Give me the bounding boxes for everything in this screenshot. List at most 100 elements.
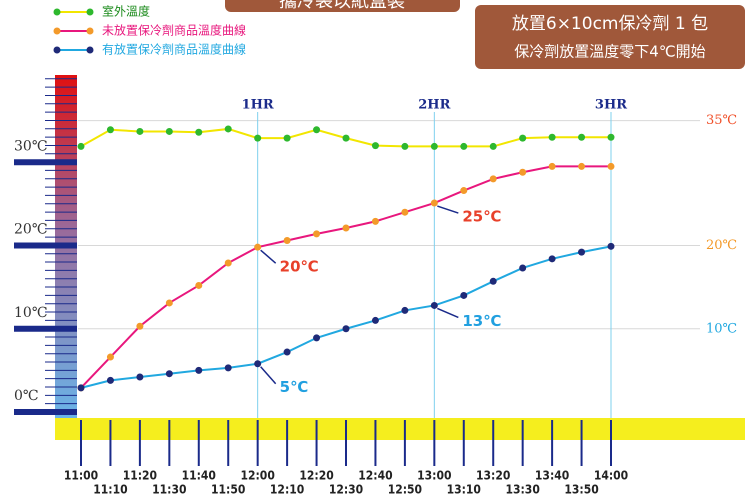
point [401, 208, 409, 216]
point [607, 133, 615, 141]
point [489, 277, 497, 285]
x-tick-label: 12:50 [388, 483, 422, 497]
x-tick-label: 14:00 [594, 469, 628, 483]
point [254, 134, 262, 142]
x-tick-label: 11:30 [152, 483, 186, 497]
x-tick-label: 13:50 [564, 483, 598, 497]
x-tick-label: 11:40 [182, 469, 216, 483]
legend-marker [53, 46, 61, 54]
point [224, 364, 232, 372]
x-tick-label: 11:00 [64, 469, 98, 483]
point [224, 125, 232, 133]
x-tick-label: 13:20 [476, 469, 510, 483]
point [283, 134, 291, 142]
point [460, 187, 468, 195]
legend-label: 未放置保冷劑商品溫度曲線 [102, 23, 246, 38]
guide-label: 20℃ [706, 238, 737, 253]
point [489, 142, 497, 150]
legend-marker [53, 8, 61, 16]
x-tick-label: 12:00 [240, 469, 274, 483]
point [548, 133, 556, 141]
point [578, 248, 586, 256]
series-line [80, 245, 612, 389]
hour-label: 1HR [242, 98, 274, 113]
legend-label: 室外溫度 [102, 4, 150, 19]
hour-label: 3HR [595, 98, 627, 113]
point [371, 316, 379, 324]
chart-title: 攜冷袋以紙盒裝 [279, 0, 405, 12]
x-tick-label: 13:40 [535, 469, 569, 483]
x-tick-label: 12:20 [299, 469, 333, 483]
x-tick-label: 13:00 [417, 469, 451, 483]
y-tick-bar [14, 159, 77, 166]
y-tick-label: 20℃ [14, 222, 47, 238]
point [77, 384, 85, 392]
annotation-leader [260, 249, 277, 264]
y-tick-label: 10℃ [14, 305, 47, 321]
annotation: 20℃ [280, 258, 319, 276]
point [254, 243, 262, 251]
point [401, 142, 409, 150]
annotation: 25℃ [462, 208, 501, 226]
point [548, 162, 556, 170]
point [371, 142, 379, 150]
legend-marker [86, 46, 94, 54]
point [195, 128, 203, 136]
note-line: 放置6×10cm保冷劑 1 包 [512, 14, 708, 34]
legend-label: 有放置保冷劑商品溫度曲線 [102, 42, 246, 57]
point [371, 217, 379, 225]
point [106, 353, 114, 361]
point [519, 168, 527, 176]
hour-label: 2HR [418, 98, 450, 113]
point [283, 348, 291, 356]
annotation-leader [437, 307, 459, 319]
point [578, 133, 586, 141]
point [519, 134, 527, 142]
point [430, 199, 438, 207]
point [489, 175, 497, 183]
point [313, 334, 321, 342]
y-tick-bar [14, 325, 77, 332]
point [165, 299, 173, 307]
point [136, 322, 144, 330]
x-tick-label: 11:10 [93, 483, 127, 497]
point [254, 360, 262, 368]
note-line: 保冷劑放置溫度零下4℃開始 [514, 43, 705, 61]
point [313, 126, 321, 134]
point [342, 224, 350, 232]
point [136, 127, 144, 135]
legend-marker [53, 27, 61, 35]
guide-label: 35℃ [706, 113, 737, 128]
point [106, 376, 114, 384]
point [430, 301, 438, 309]
point [165, 127, 173, 135]
guide-label: 10℃ [706, 321, 737, 336]
x-tick-label: 13:30 [505, 483, 539, 497]
point [401, 306, 409, 314]
annotation-leader [260, 366, 277, 385]
point [548, 255, 556, 263]
x-tick-label: 12:40 [358, 469, 392, 483]
y-tick-label: 30℃ [14, 138, 47, 154]
series-line [80, 165, 611, 389]
point [195, 366, 203, 374]
x-tick-label: 13:10 [447, 483, 481, 497]
point [607, 242, 615, 250]
legend-marker [86, 27, 94, 35]
point [342, 325, 350, 333]
point [607, 162, 615, 170]
point [460, 291, 468, 299]
time-band [55, 418, 745, 440]
y-tick-bar [14, 409, 77, 415]
y-tick-label: 0℃ [14, 388, 39, 404]
point [136, 373, 144, 381]
annotation: 13℃ [462, 312, 501, 330]
annotation-leader [437, 205, 459, 214]
point [283, 237, 291, 245]
x-tick-label: 12:10 [270, 483, 304, 497]
x-tick-label: 11:50 [211, 483, 245, 497]
point [106, 126, 114, 134]
note-box [475, 5, 745, 69]
point [460, 142, 468, 150]
point [519, 264, 527, 272]
